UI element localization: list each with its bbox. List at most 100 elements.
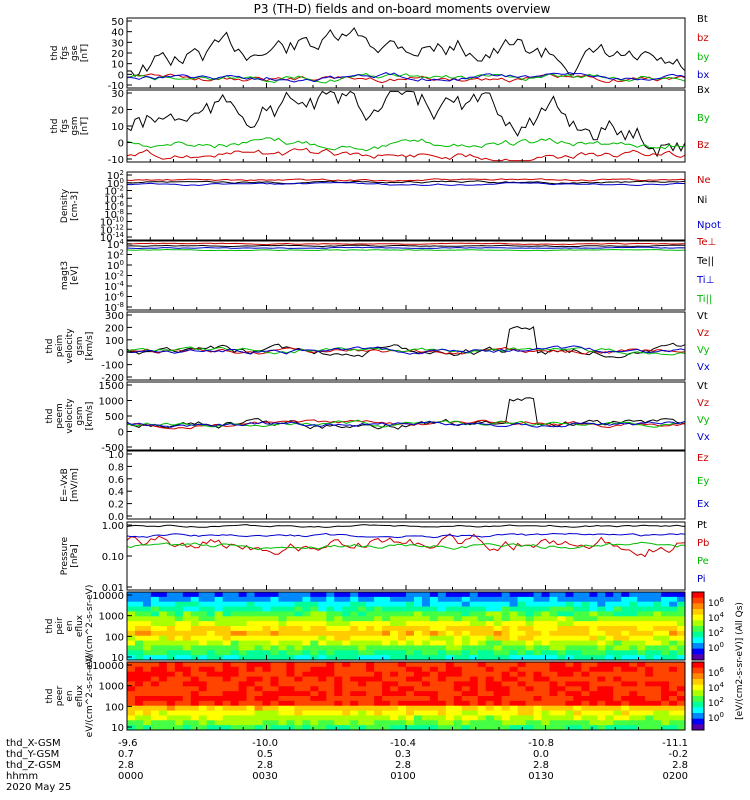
heatmap-cell — [158, 640, 168, 646]
footer-value: 2.8 — [533, 760, 549, 771]
heatmap-cell — [182, 626, 192, 632]
y-axis-label: thd — [45, 339, 55, 354]
heatmap-cell — [509, 720, 519, 726]
heatmap-cell — [477, 650, 487, 656]
heatmap-cell — [398, 626, 407, 632]
heatmap-cell — [230, 715, 240, 721]
heatmap-cell — [621, 645, 630, 651]
heatmap-cell — [374, 676, 383, 682]
heatmap-cell — [493, 601, 503, 608]
heatmap-cell — [174, 681, 184, 687]
heatmap-cell — [549, 691, 558, 697]
legend-entry: Vx — [697, 362, 710, 373]
heatmap-cell — [134, 676, 144, 682]
heatmap-cell — [661, 681, 670, 687]
heatmap-cell — [573, 686, 582, 692]
heatmap-cell — [294, 640, 303, 646]
heatmap-cell — [549, 715, 558, 721]
heatmap-cell — [326, 686, 335, 692]
heatmap-cell — [270, 725, 279, 731]
heatmap-cell — [661, 691, 670, 697]
heatmap-cell — [318, 601, 327, 608]
heatmap-cell — [206, 611, 216, 617]
heatmap-cell — [421, 635, 431, 642]
heatmap-cell — [286, 601, 295, 608]
heatmap-cell — [565, 671, 574, 678]
heatmap-cell — [429, 621, 439, 627]
heatmap-cell — [493, 700, 503, 707]
heatmap-cell — [573, 626, 582, 632]
heatmap-cell — [413, 601, 423, 608]
heatmap-cell — [477, 606, 487, 612]
heatmap-cell — [565, 710, 574, 716]
heatmap-cell — [533, 640, 543, 646]
heatmap-cell — [429, 611, 439, 617]
heatmap-cell — [461, 640, 471, 646]
heatmap-cell — [222, 676, 232, 682]
legend-entry: Ey — [697, 476, 709, 487]
heatmap-cell — [326, 666, 335, 673]
y-axis-label: [km/s] — [85, 402, 95, 431]
heatmap-cell — [453, 686, 463, 692]
heatmap-cell — [549, 696, 558, 702]
heatmap-cell — [142, 705, 152, 712]
heatmap-cell — [477, 621, 487, 627]
heatmap-cell — [350, 640, 359, 646]
heatmap-cell — [254, 626, 264, 632]
heatmap-cell — [358, 720, 367, 726]
legend-entry: Ti⊥ — [696, 275, 714, 286]
heatmap-cell — [437, 715, 447, 721]
heatmap-cell — [565, 662, 574, 668]
heatmap-cell — [637, 681, 646, 687]
heatmap-cell — [589, 630, 598, 637]
colorbar-tick-label: 102 — [708, 626, 724, 639]
heatmap-cell — [366, 621, 375, 627]
heatmap-cell — [573, 611, 582, 617]
heatmap-cell — [358, 705, 367, 712]
heatmap-cell — [549, 601, 558, 608]
colorbar-cell — [692, 707, 704, 714]
heatmap-cell — [597, 686, 606, 692]
heatmap-cell — [597, 691, 606, 697]
heatmap-cell — [429, 700, 439, 707]
heatmap-cell — [390, 635, 399, 642]
heatmap-cell — [429, 606, 439, 612]
heatmap-cell — [629, 710, 638, 716]
heatmap-cell — [589, 686, 598, 692]
heatmap-cell — [302, 655, 311, 661]
heatmap-cell — [134, 686, 144, 692]
heatmap-cell — [310, 720, 319, 726]
heatmap-cell — [358, 696, 367, 702]
heatmap-cell — [493, 596, 503, 603]
heatmap-cell — [294, 592, 303, 598]
heatmap-cell — [589, 596, 598, 603]
heatmap-cell — [581, 720, 590, 726]
y-axis-label: eflux — [75, 614, 85, 637]
heatmap-cell — [134, 715, 144, 721]
heatmap-cell — [238, 691, 248, 697]
heatmap-cell — [517, 710, 527, 716]
colorbar-tick-label: 104 — [708, 681, 724, 694]
heatmap-cell — [334, 676, 343, 682]
heatmap-cell — [533, 710, 543, 716]
heatmap-cell — [182, 691, 192, 697]
heatmap-cell — [605, 611, 614, 617]
footer-value: 0000 — [118, 771, 143, 782]
heatmap-cell — [621, 596, 630, 603]
heatmap-cell — [557, 710, 566, 716]
heatmap-cell — [437, 681, 447, 687]
heatmap-cell — [525, 671, 535, 678]
heatmap-cell — [429, 710, 439, 716]
heatmap-cell — [453, 681, 463, 687]
y-tick-label: 100 — [105, 632, 124, 643]
heatmap-cell — [509, 616, 519, 622]
heatmap-cell — [158, 720, 168, 726]
heatmap-cell — [453, 635, 463, 642]
heatmap-cell — [549, 645, 558, 651]
heatmap-cell — [589, 592, 598, 598]
heatmap-cell — [270, 696, 279, 702]
heatmap-cell — [485, 635, 495, 642]
heatmap-cell — [127, 616, 136, 622]
heatmap-cell — [190, 662, 200, 668]
heatmap-cell — [669, 611, 678, 617]
